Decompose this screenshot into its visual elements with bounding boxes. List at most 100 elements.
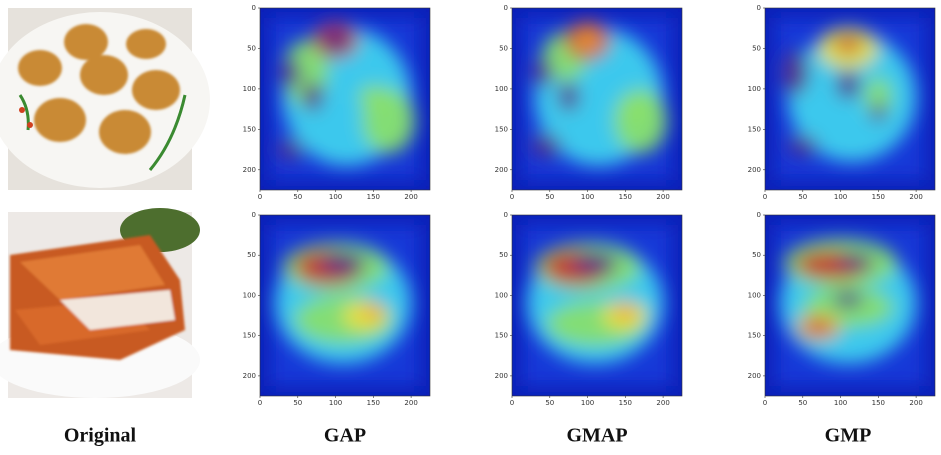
blob [279, 58, 301, 88]
heatmap-panel: 0 50 100 150 200 0 50 100 150 200 [243, 211, 431, 407]
x-tick-label: 0 [763, 399, 767, 407]
x-tick-label: 150 [367, 193, 380, 201]
frame [511, 7, 683, 191]
y-tick-label: 100 [243, 85, 256, 93]
y-tick-label: 0 [757, 211, 761, 219]
x-tick-label: 200 [909, 399, 922, 407]
column-label: GMP [825, 425, 872, 447]
y-tick-label: 50 [499, 44, 508, 52]
heatmap [512, 8, 682, 190]
x-tick-label: 150 [872, 193, 885, 201]
y-tick-label: 150 [495, 332, 508, 340]
heatmap [260, 215, 430, 396]
x-tick-label: 100 [581, 193, 594, 201]
y-tick-label: 100 [243, 291, 256, 299]
heatmap-blobs [781, 28, 917, 162]
frame [764, 7, 936, 191]
x-tick-label: 0 [510, 193, 514, 201]
x-tick-label: 100 [329, 399, 342, 407]
x-tick-label: 200 [656, 193, 669, 201]
blob [358, 84, 389, 110]
x-tick-label: 50 [798, 399, 807, 407]
y-tick-label: 0 [757, 4, 761, 12]
blob [302, 82, 324, 112]
blob [833, 291, 864, 308]
blob [807, 321, 829, 335]
y-tick-label: 0 [504, 4, 508, 12]
x-tick-label: 0 [258, 399, 262, 407]
blob [781, 50, 809, 96]
heatmap-panel: 0 50 100 150 200 0 50 100 150 200 [748, 4, 936, 201]
x-tick-label: 150 [367, 399, 380, 407]
y-tick-label: 100 [495, 85, 508, 93]
photo-duck [0, 208, 200, 398]
x-tick-label: 150 [872, 399, 885, 407]
x-tick-label: 200 [909, 193, 922, 201]
column-label: Original [64, 425, 137, 447]
heatmap [765, 8, 935, 190]
blob [558, 82, 580, 112]
blob [362, 303, 384, 320]
y-tick-label: 200 [243, 166, 256, 174]
frame [764, 214, 936, 397]
y-tick-label: 100 [748, 85, 761, 93]
blob [573, 29, 602, 52]
y-tick-label: 50 [247, 44, 256, 52]
x-tick-label: 50 [798, 193, 807, 201]
x-tick-label: 150 [619, 193, 632, 201]
y-tick-label: 150 [748, 125, 761, 133]
y-tick-label: 150 [243, 332, 256, 340]
y-tick-label: 0 [252, 211, 256, 219]
y-tick-label: 200 [495, 372, 508, 380]
y-tick-label: 100 [748, 291, 761, 299]
blob [836, 253, 875, 270]
photo-nuggets [0, 8, 210, 190]
y-tick-label: 200 [748, 372, 761, 380]
y-tick-label: 50 [752, 251, 761, 259]
blob [531, 58, 553, 88]
heatmap-panel: 0 50 100 150 200 0 50 100 150 200 [495, 4, 683, 201]
heatmap [765, 215, 935, 396]
heatmap-panel: 0 50 100 150 200 0 50 100 150 200 [495, 211, 683, 407]
blob [787, 135, 818, 156]
x-tick-label: 50 [293, 399, 302, 407]
blob [834, 36, 862, 53]
blob [321, 29, 350, 52]
x-tick-label: 0 [763, 193, 767, 201]
blob [614, 88, 667, 154]
x-tick-label: 200 [404, 399, 417, 407]
heatmap-blobs [276, 22, 415, 166]
y-tick-label: 0 [252, 4, 256, 12]
y-tick-label: 0 [504, 211, 508, 219]
blob [836, 70, 861, 100]
y-tick-label: 100 [495, 291, 508, 299]
x-tick-label: 150 [619, 399, 632, 407]
y-tick-label: 50 [752, 44, 761, 52]
blob [320, 252, 366, 275]
x-tick-label: 50 [545, 193, 554, 201]
heatmaps: 0 50 100 150 200 0 50 100 150 200 0 50 100 150 200 0 50 1… [243, 4, 936, 407]
x-tick-label: 0 [510, 399, 514, 407]
y-tick-label: 150 [748, 332, 761, 340]
x-tick-label: 200 [404, 193, 417, 201]
heatmap-blobs [527, 243, 664, 364]
frame [511, 214, 683, 397]
column-labels: Original GAP GMAP GMP [64, 425, 871, 447]
x-tick-label: 200 [656, 399, 669, 407]
x-tick-label: 100 [834, 193, 847, 201]
x-tick-label: 100 [329, 193, 342, 201]
heatmap-panel: 0 50 100 150 200 0 50 100 150 200 [243, 4, 431, 201]
frame [259, 214, 431, 397]
column-label: GMAP [566, 425, 627, 447]
heatmap-blobs [275, 243, 412, 364]
blob [617, 96, 649, 122]
heatmap-blobs [530, 20, 667, 166]
blob [276, 139, 304, 160]
x-tick-label: 50 [545, 399, 554, 407]
blob [614, 303, 636, 320]
blob [864, 76, 892, 118]
y-tick-label: 200 [495, 166, 508, 174]
heatmap [260, 8, 430, 190]
blob [530, 134, 562, 157]
